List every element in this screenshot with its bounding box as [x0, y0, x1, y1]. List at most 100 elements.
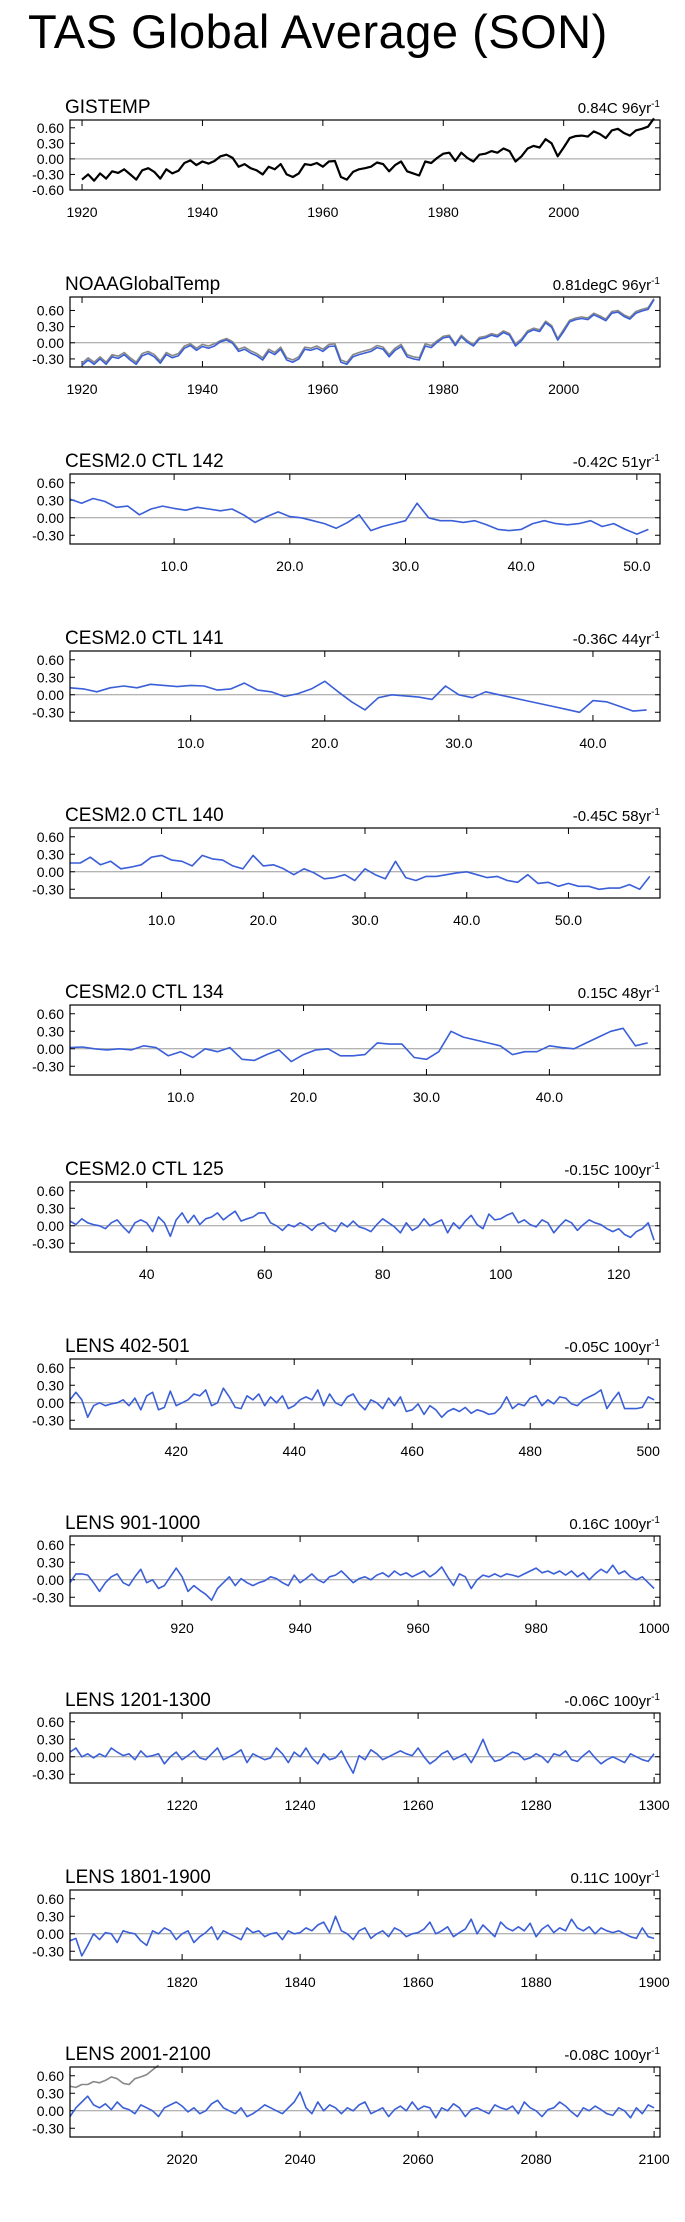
panel-title: LENS 1801-1900	[65, 1867, 211, 1888]
y-tick-label: 0.30	[37, 669, 64, 685]
y-tick-label: 0.60	[37, 2068, 64, 2084]
series-line-0	[70, 854, 651, 891]
y-tick-label: 0.60	[37, 829, 64, 845]
y-tick-label: 0.60	[37, 1183, 64, 1199]
y-tick-label: -0.30	[32, 1766, 64, 1782]
x-tick-label: 2020	[167, 2151, 198, 2167]
y-tick-label: 0.30	[37, 1377, 64, 1393]
y-tick-label: 0.00	[37, 1572, 64, 1588]
plot-frame	[69, 119, 661, 191]
x-tick-label: 1220	[167, 1797, 198, 1813]
panel-5: CESM2.0 CTL 134 0.15C 48yr-1 -0.300.00 0.30…	[32, 982, 661, 1105]
x-tick-label: 1820	[167, 1974, 198, 1990]
plot-frame	[69, 1712, 661, 1784]
y-tick-label: -0.30	[32, 881, 64, 897]
x-tick-label: 1960	[307, 381, 338, 397]
y-tick-label: -0.30	[32, 1235, 64, 1251]
plot-frame	[69, 2066, 661, 2138]
x-tick-label: 2060	[403, 2151, 434, 2167]
x-tick-label: 1940	[187, 204, 218, 220]
plot-frame	[69, 827, 661, 899]
y-tick-label: -0.30	[32, 527, 64, 543]
trend-label: 0.11C 100yr-1	[570, 1869, 660, 1887]
panel-8: LENS 901-1000 0.16C 100yr-1 -0.300.00 0.300…	[32, 1513, 670, 1636]
panel-title: LENS 2001-2100	[65, 2044, 211, 2065]
x-tick-label: 120	[607, 1266, 631, 1282]
panel-title: CESM2.0 CTL 134	[65, 982, 224, 1003]
y-tick-label: 0.60	[37, 1006, 64, 1022]
y-tick-label: -0.60	[32, 182, 64, 198]
x-tick-label: 1980	[428, 381, 459, 397]
y-tick-label: 0.30	[37, 1023, 64, 1039]
x-tick-label: 1260	[403, 1797, 434, 1813]
series-line-0	[69, 1210, 655, 1241]
x-tick-label: 10.0	[148, 912, 175, 928]
trend-label: -0.05C 100yr-1	[564, 1338, 660, 1356]
y-tick-label: 0.00	[37, 1218, 64, 1234]
series-line-0	[69, 497, 649, 535]
y-tick-label: 0.60	[37, 1714, 64, 1730]
y-tick-label: 0.00	[37, 1926, 64, 1942]
x-tick-label: 940	[288, 1620, 312, 1636]
y-tick-label: 0.30	[37, 846, 64, 862]
panel-6: CESM2.0 CTL 125 -0.15C 100yr-1 -0.300.00 0.…	[32, 1159, 661, 1282]
x-tick-label: 10.0	[167, 1089, 194, 1105]
x-tick-label: 480	[519, 1443, 543, 1459]
panel-2: CESM2.0 CTL 142 -0.42C 51yr-1 -0.300.00 0.3…	[32, 451, 661, 574]
y-tick-label: 0.00	[37, 151, 64, 167]
x-tick-label: 1920	[66, 204, 97, 220]
y-tick-label: -0.30	[32, 1412, 64, 1428]
panel-title: LENS 1201-1300	[65, 1690, 211, 1711]
y-tick-label: 0.60	[37, 302, 64, 318]
panel-title: CESM2.0 CTL 125	[65, 1159, 224, 1180]
x-tick-label: 30.0	[413, 1089, 440, 1105]
x-tick-label: 1940	[187, 381, 218, 397]
y-tick-label: 0.60	[37, 475, 64, 491]
y-tick-label: 0.00	[37, 2103, 64, 2119]
x-tick-label: 30.0	[351, 912, 378, 928]
y-tick-label: 0.60	[37, 1891, 64, 1907]
x-tick-label: 40.0	[579, 735, 606, 751]
y-tick-label: -0.30	[32, 1058, 64, 1074]
series-line-1	[69, 2091, 655, 2119]
x-tick-label: 30.0	[445, 735, 472, 751]
y-tick-label: 0.00	[37, 687, 64, 703]
x-tick-label: 20.0	[276, 558, 303, 574]
y-tick-label: 0.30	[37, 492, 64, 508]
x-tick-label: 1000	[639, 1620, 670, 1636]
panel-3: CESM2.0 CTL 141 -0.36C 44yr-1 -0.300.00 0.3…	[32, 628, 661, 751]
trend-label: 0.15C 48yr-1	[578, 984, 661, 1002]
panel-title: CESM2.0 CTL 140	[65, 805, 224, 826]
series-line-0	[69, 1915, 655, 1957]
panel-11: LENS 2001-2100 -0.08C 100yr-1 -0.300.00 0.3…	[32, 2044, 670, 2167]
x-tick-label: 80	[375, 1266, 391, 1282]
plot-frame	[69, 1535, 661, 1607]
trend-label: 0.16C 100yr-1	[569, 1515, 660, 1533]
panel-title: GISTEMP	[65, 97, 151, 118]
panel-0: GISTEMP 0.84C 96yr-1 -0.60-0.300.000.300.6…	[32, 97, 661, 220]
plot-frame	[69, 650, 661, 722]
x-tick-label: 20.0	[311, 735, 338, 751]
x-tick-label: 1900	[639, 1974, 670, 1990]
x-tick-label: 2000	[548, 204, 579, 220]
x-tick-label: 1300	[639, 1797, 670, 1813]
trend-label: -0.36C 44yr-1	[573, 630, 661, 648]
trend-label: 0.84C 96yr-1	[578, 99, 661, 117]
x-tick-label: 500	[637, 1443, 661, 1459]
plot-frame	[69, 1181, 661, 1253]
panel-title: CESM2.0 CTL 141	[65, 628, 224, 649]
x-tick-label: 50.0	[555, 912, 582, 928]
plot-frame	[69, 1889, 661, 1961]
y-tick-label: -0.30	[32, 1943, 64, 1959]
x-tick-label: 2040	[285, 2151, 316, 2167]
x-tick-label: 1980	[428, 204, 459, 220]
plot-frame	[69, 1358, 661, 1430]
series-line-0	[69, 1564, 655, 1601]
x-tick-label: 1860	[403, 1974, 434, 1990]
y-tick-label: 0.00	[37, 864, 64, 880]
panel-title: CESM2.0 CTL 142	[65, 451, 224, 472]
y-tick-label: 0.00	[37, 1395, 64, 1411]
x-tick-label: 1280	[521, 1797, 552, 1813]
x-tick-label: 30.0	[392, 558, 419, 574]
